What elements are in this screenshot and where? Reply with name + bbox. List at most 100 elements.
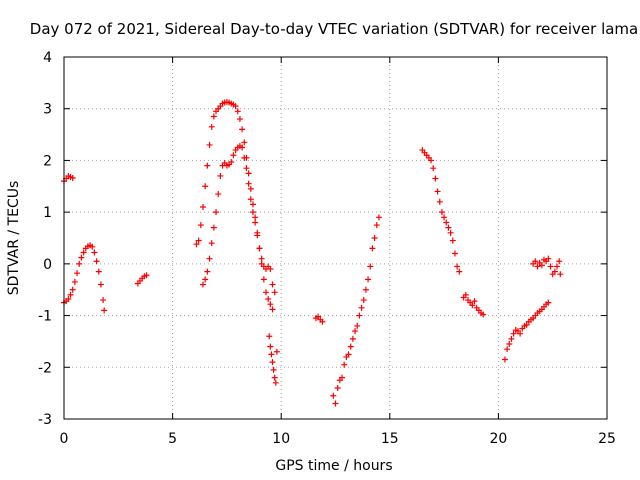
series-seg9 (419, 147, 462, 275)
data-point (230, 152, 236, 158)
data-point (445, 225, 451, 231)
data-point (101, 307, 107, 313)
data-point (252, 219, 258, 225)
data-point (211, 113, 217, 119)
data-point (211, 225, 217, 231)
data-point (266, 333, 272, 339)
data-point (72, 279, 78, 285)
data-point (365, 276, 371, 282)
data-point (504, 346, 510, 352)
data-point (250, 209, 256, 215)
data-point (96, 269, 102, 275)
x-tick-label: 10 (272, 431, 290, 447)
data-point (243, 165, 249, 171)
data-point (267, 301, 273, 307)
data-point (350, 336, 356, 342)
data-point (256, 245, 262, 251)
data-point (441, 214, 447, 220)
data-point (78, 255, 84, 261)
data-point (250, 201, 256, 207)
series-seg8 (330, 214, 382, 406)
y-axis-label: SDTVAR / TECUs (6, 181, 22, 296)
x-tick-labels: 0 5 10 15 20 25 (60, 431, 616, 447)
data-point (268, 351, 274, 357)
data-point (94, 258, 100, 264)
data-point (248, 186, 254, 192)
data-point (454, 263, 460, 269)
series-seg3 (135, 272, 150, 286)
data-point (270, 359, 276, 365)
y-tick-label: 2 (43, 153, 52, 169)
series-seg13 (550, 258, 564, 277)
data-point (508, 336, 514, 342)
data-point (91, 249, 97, 255)
data-point (452, 251, 458, 257)
data-point (363, 287, 369, 293)
data-point (200, 204, 206, 210)
series-seg5 (200, 143, 278, 295)
series-seg1 (61, 173, 76, 184)
y-tick-label: -3 (38, 412, 52, 428)
data-point (271, 367, 277, 373)
y-tick-label: -2 (38, 360, 52, 376)
data-point (202, 276, 208, 282)
data-point (348, 344, 354, 350)
data-point (70, 287, 76, 293)
data-point (76, 261, 82, 267)
data-point (439, 209, 445, 215)
data-point (237, 116, 243, 122)
data-point (361, 297, 367, 303)
x-tick-label: 5 (168, 431, 177, 447)
data-point (352, 328, 358, 334)
data-point (374, 222, 380, 228)
data-point (248, 196, 254, 202)
data-point (554, 263, 560, 269)
data-point (213, 209, 219, 215)
data-point (267, 344, 273, 350)
data-point (506, 341, 512, 347)
data-point (456, 269, 462, 275)
data-point (246, 170, 252, 176)
series-seg7 (313, 314, 326, 325)
chart: Day 072 of 2021, Sidereal Day-to-day VTE… (0, 0, 640, 480)
data-point (450, 238, 456, 244)
data-point (263, 289, 269, 295)
y-tick-labels: -3-2-101234 (38, 50, 52, 428)
data-point (202, 183, 208, 189)
y-tick-label: 4 (43, 50, 52, 66)
data-point (270, 306, 276, 312)
data-point (246, 181, 252, 187)
x-tick-label: 15 (381, 431, 399, 447)
data-point (265, 296, 271, 302)
data-point (272, 289, 278, 295)
x-tick-label: 20 (489, 431, 507, 447)
plot-frame (64, 57, 607, 419)
series-seg11 (502, 300, 551, 363)
data-point (435, 188, 441, 194)
series-seg2 (61, 242, 107, 313)
data-point (274, 349, 280, 355)
data-point (198, 222, 204, 228)
data-point (215, 191, 221, 197)
x-axis-label: GPS time / hours (275, 458, 392, 474)
data-point (209, 124, 215, 130)
data-point (204, 163, 210, 169)
series-seg12 (530, 256, 553, 270)
data-point (356, 313, 362, 319)
data-point (448, 230, 454, 236)
data-point (502, 357, 508, 363)
series-seg6 (266, 333, 280, 386)
data-point (217, 173, 223, 179)
y-tick-label: 1 (43, 205, 52, 221)
y-tick-label: 3 (43, 102, 52, 118)
data-point (100, 297, 106, 303)
data-point (372, 235, 378, 241)
data-point (273, 380, 279, 386)
data-point (359, 305, 365, 311)
series-seg4 (193, 99, 275, 312)
data-point (556, 258, 562, 264)
data-point (330, 393, 336, 399)
y-tick-label: -1 (38, 309, 52, 325)
data-point (354, 323, 360, 329)
data-point (341, 362, 347, 368)
